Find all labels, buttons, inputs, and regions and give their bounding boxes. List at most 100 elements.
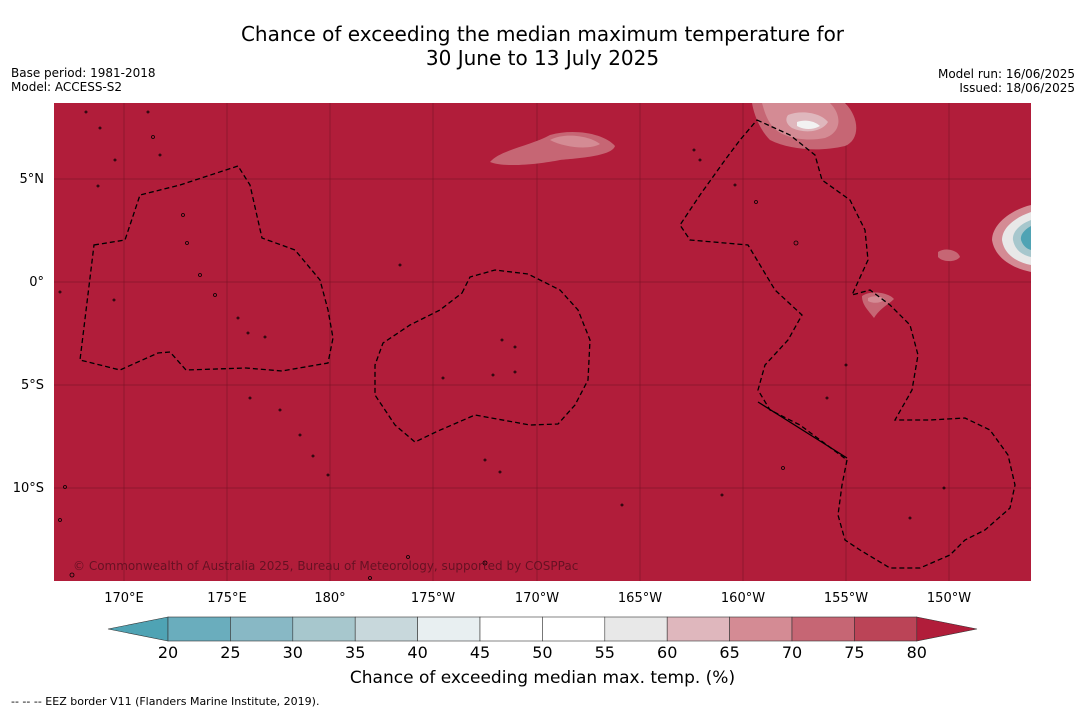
- island-44: [406, 555, 410, 559]
- lon-label: 175°E: [207, 591, 247, 606]
- colorbar-tick-label: 50: [532, 643, 552, 662]
- colorbar-segment: [167, 616, 231, 642]
- colorbar-segment: [729, 616, 793, 642]
- model-run-label: Model run: 16/06/2025: [937, 67, 1075, 81]
- colorbar-segment: [417, 616, 481, 642]
- contour-blob-small-1: [938, 249, 960, 262]
- colorbar-extend-high: [916, 616, 978, 642]
- island-9: [185, 241, 189, 245]
- island-6: [113, 158, 117, 162]
- lon-label: 165°W: [618, 591, 662, 606]
- island-20: [441, 376, 445, 380]
- base-period-label: Base period: 1981-2018: [11, 66, 156, 80]
- island-26: [311, 454, 315, 458]
- island-3: [146, 110, 150, 114]
- colorbar-tick-label: 40: [407, 643, 427, 662]
- island-14: [263, 335, 267, 339]
- colorbar-segment: [542, 616, 606, 642]
- island-33: [692, 148, 696, 152]
- colorbar: [107, 616, 978, 642]
- island-21: [491, 373, 495, 377]
- island-29: [58, 518, 62, 522]
- contour-blob-small-2-inner: [868, 296, 885, 303]
- eez-border-central: [374, 269, 591, 443]
- island-5: [158, 153, 162, 157]
- longitude-labels: 170°E 175°E 180° 175°W 170°W 165°W 160°W 155°W 1…: [104, 591, 971, 606]
- island-38: [781, 466, 785, 470]
- model-label: Model: ACCESS-S2: [11, 80, 123, 94]
- island-39: [720, 493, 724, 497]
- island-40: [825, 396, 829, 400]
- island-41: [908, 516, 912, 520]
- map-layers: [54, 103, 1031, 581]
- lon-label: 150°W: [927, 591, 971, 606]
- colorbar-segment: [791, 616, 855, 642]
- island-28: [63, 485, 67, 489]
- eez-border-solid-segment: [757, 401, 848, 459]
- island-27: [326, 473, 330, 477]
- island-17: [398, 263, 402, 267]
- issued-label: Issued: 18/06/2025: [959, 81, 1075, 95]
- contour-blob-north-1-inner: [550, 135, 600, 148]
- lon-label: 170°W: [515, 591, 559, 606]
- island-45: [482, 560, 488, 566]
- colorbar-tick-label: 55: [595, 643, 615, 662]
- colorbar-segment: [354, 616, 418, 642]
- colorbar-tick-label: 80: [907, 643, 927, 662]
- island-46: [69, 572, 75, 578]
- island-47: [368, 576, 372, 580]
- eez-footnote: -- -- -- EEZ border V11 (Flanders Marine…: [11, 695, 320, 708]
- island-1: [84, 110, 88, 114]
- lat-label: 10°S: [13, 481, 44, 496]
- island-37: [793, 240, 799, 246]
- meta-left: Base period: 1981-2018 Model: ACCESS-S2: [11, 66, 156, 94]
- island-11: [213, 293, 217, 297]
- island-18: [500, 338, 504, 342]
- eez-borders: [79, 119, 1016, 569]
- colorbar-tick-label: 35: [345, 643, 365, 662]
- island-43: [844, 363, 848, 367]
- island-7: [96, 184, 100, 188]
- lat-label: 5°N: [20, 172, 45, 187]
- island-19: [513, 345, 517, 349]
- island-23: [248, 396, 252, 400]
- colorbar-tick-labels: 20 25 30 35 40 45 50 55 60 65 70 75 80: [158, 643, 927, 662]
- island-31: [498, 470, 502, 474]
- island-32: [620, 503, 624, 507]
- meta-right: Model run: 16/06/2025 Issued: 18/06/2025: [938, 67, 1075, 95]
- colorbar-title: Chance of exceeding median max. temp. (%…: [349, 668, 736, 688]
- lat-label: 5°S: [21, 378, 44, 393]
- eez-border-line-islands: [679, 119, 1016, 569]
- colorbar-segment: [479, 616, 543, 642]
- map-credit: © Commonwealth of Australia 2025, Bureau…: [73, 559, 578, 573]
- island-35: [733, 183, 737, 187]
- colorbar-segment: [604, 616, 668, 642]
- island-13: [246, 331, 250, 335]
- island-24: [278, 408, 282, 412]
- contour-blob-east-core: [1020, 226, 1031, 250]
- island-15: [58, 290, 62, 294]
- colorbar-tick-label: 25: [220, 643, 240, 662]
- island-34: [698, 158, 702, 162]
- lon-label: 160°W: [721, 591, 765, 606]
- title-line-2: 30 June to 13 July 2025: [425, 46, 660, 70]
- lat-label: 0°: [29, 275, 44, 290]
- colorbar-segment: [666, 616, 730, 642]
- map-title: Chance of exceeding the median maximum t…: [0, 22, 1085, 70]
- colorbar-extend-low: [107, 616, 169, 642]
- island-4: [151, 135, 155, 139]
- title-line-1: Chance of exceeding the median maximum t…: [240, 22, 845, 46]
- colorbar-tick-label: 20: [158, 643, 178, 662]
- colorbar-tick-label: 45: [470, 643, 490, 662]
- island-30: [483, 458, 487, 462]
- colorbar-segment: [854, 616, 918, 642]
- island-22: [513, 370, 517, 374]
- colorbar-tick-label: 30: [283, 643, 303, 662]
- lon-label: 175°W: [411, 591, 455, 606]
- island-25: [298, 433, 302, 437]
- map-area: [54, 103, 1031, 581]
- colorbar-tick-label: 75: [844, 643, 864, 662]
- colorbar-segment: [230, 616, 294, 642]
- contour-blob-north-2-core: [797, 120, 820, 129]
- latitude-labels: 5°N 0° 5°S 10°S: [13, 172, 44, 496]
